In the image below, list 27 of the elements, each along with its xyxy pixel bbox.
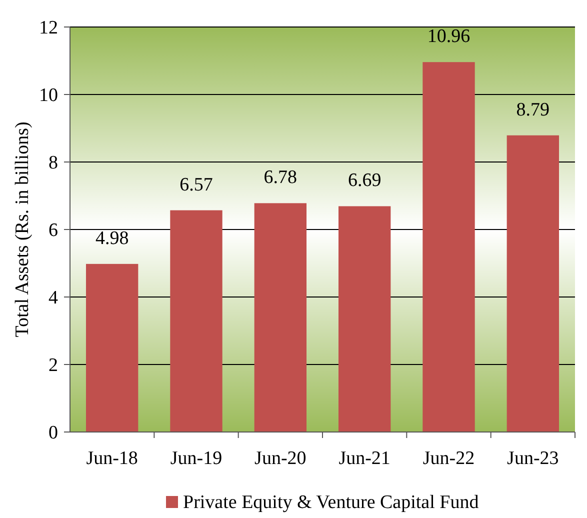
data-label: 4.98 (95, 228, 129, 249)
bar (86, 264, 138, 432)
x-tick-label: Jun-20 (254, 448, 306, 469)
bar (170, 210, 222, 432)
bar (506, 135, 560, 432)
y-axis-title: Total Assets (Rs. in billions) (12, 122, 33, 338)
x-tick-label: Jun-23 (507, 448, 559, 469)
x-tick-label: Jun-19 (170, 448, 222, 469)
data-label: 8.79 (516, 99, 550, 120)
bar (338, 206, 391, 432)
x-tick-label: Jun-21 (338, 448, 390, 469)
bar (254, 203, 307, 432)
y-tick-label: 10 (39, 85, 58, 106)
y-tick-label: 0 (48, 422, 58, 444)
data-label: 10.96 (427, 26, 470, 48)
data-label: 6.57 (180, 174, 213, 196)
x-tick-label: Jun-18 (86, 448, 138, 469)
x-tick-label: Jun-22 (422, 448, 475, 469)
y-tick-label: 8 (48, 152, 58, 174)
data-label: 6.78 (264, 167, 298, 188)
y-tick-label: 12 (39, 18, 58, 39)
y-tick-label: 4 (48, 288, 58, 309)
data-label: 6.69 (348, 170, 382, 192)
y-tick-label: 6 (48, 220, 58, 242)
legend-label: Private Equity & Venture Capital Fund (183, 492, 480, 513)
y-tick-label: 2 (48, 355, 58, 376)
bar (422, 62, 475, 432)
